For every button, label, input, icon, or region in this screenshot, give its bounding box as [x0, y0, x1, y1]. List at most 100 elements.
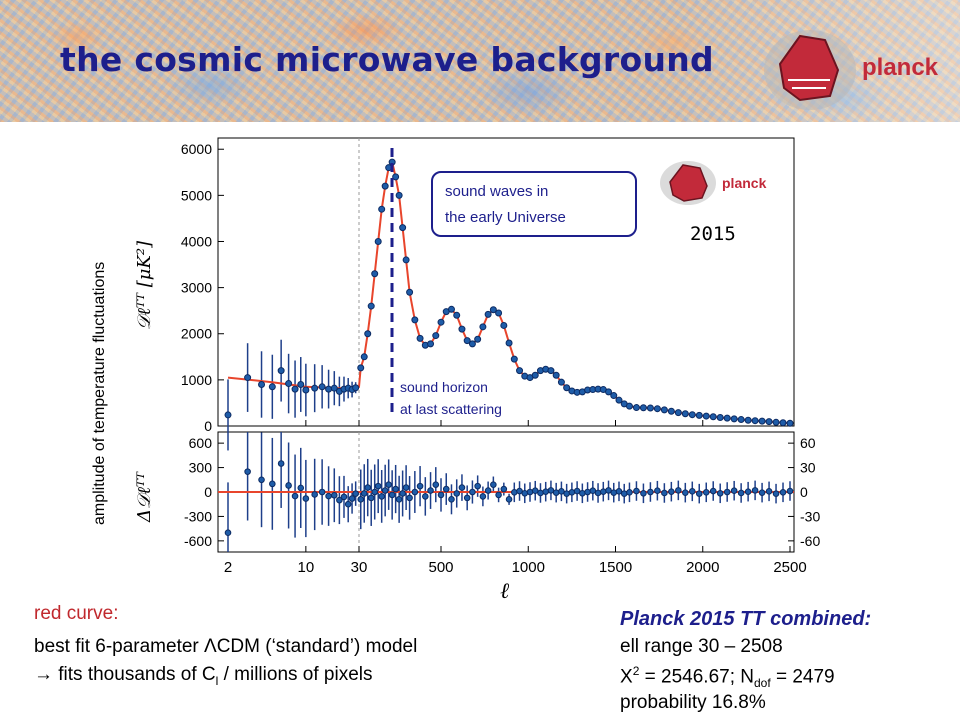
residual-point — [392, 485, 399, 493]
logo-text: planck — [862, 54, 939, 81]
data-point — [709, 413, 717, 421]
data-point — [374, 237, 382, 245]
x-tick-label: 1000 — [512, 559, 545, 576]
residual-points — [224, 460, 794, 537]
data-point — [660, 406, 668, 414]
data-point — [367, 302, 375, 310]
data-point — [531, 371, 539, 379]
residual-point — [779, 489, 787, 496]
inset-planck-logo: planck 2015 — [660, 161, 767, 245]
satellite-icon — [778, 34, 840, 102]
residual-point — [224, 529, 232, 537]
residual-point — [244, 468, 251, 475]
red-curve-heading: red curve: — [34, 603, 119, 624]
residual-point — [505, 496, 513, 503]
residual-point — [364, 484, 372, 491]
residual-point — [371, 488, 379, 496]
residual-point — [469, 488, 476, 496]
bottom-y-axis-label: Δ𝒟ℓᵀᵀ — [134, 471, 155, 523]
sound-waves-label-2: the early Universe — [445, 209, 566, 226]
data-point — [416, 334, 424, 342]
fit-description: → fits thousands of Cl / millions of pix… — [34, 664, 373, 688]
data-point — [268, 383, 276, 391]
residual-point — [661, 489, 668, 497]
residual-point — [311, 491, 318, 498]
data-point — [463, 337, 471, 345]
data-point — [489, 306, 497, 314]
data-point — [674, 409, 682, 417]
y-tick-label-top: 4000 — [181, 233, 212, 249]
data-point — [453, 311, 461, 319]
data-point — [495, 309, 503, 317]
data-point — [381, 182, 389, 190]
residual-point — [579, 490, 586, 497]
residual-point — [605, 487, 612, 494]
residual-point — [640, 490, 647, 497]
residual-point — [374, 482, 382, 490]
residual-point — [765, 488, 773, 495]
data-point — [563, 384, 571, 392]
data-points — [224, 158, 794, 427]
residual-point — [654, 487, 661, 494]
data-point — [474, 335, 482, 343]
x-tick-label: 2500 — [773, 559, 806, 576]
ell-range: ell range 30 – 2508 — [620, 636, 783, 657]
residual-point — [474, 482, 481, 490]
year-label: 2015 — [690, 223, 736, 245]
residual-point — [340, 493, 348, 501]
residual-point — [406, 494, 413, 502]
data-point — [688, 411, 696, 419]
y-tick-label-bottom: 0 — [204, 484, 212, 500]
residual-point — [479, 493, 487, 500]
residual-point — [336, 496, 343, 504]
probability: probability 16.8% — [620, 692, 766, 713]
x-tick-label: 2 — [224, 559, 232, 576]
y-tick-label-top: 3000 — [181, 280, 212, 296]
data-point — [291, 385, 299, 393]
y-tick-label-bottom: -300 — [184, 508, 212, 524]
x-tick-label: 30 — [351, 559, 368, 576]
chi-square-line: X2 = 2546.67; Ndof = 2479 — [620, 664, 835, 690]
residual-point — [716, 490, 724, 497]
planck-logo: planck — [764, 30, 939, 110]
data-point — [695, 411, 703, 419]
x-tick-label: 1500 — [599, 559, 632, 576]
y-tick-label-top: 5000 — [181, 187, 212, 203]
data-point — [632, 404, 640, 412]
chi-suffix: = 2479 — [770, 666, 835, 688]
data-point — [479, 323, 487, 331]
residual-point — [521, 490, 529, 497]
data-point — [302, 386, 310, 394]
data-point — [547, 367, 555, 375]
arrow-icon: → — [34, 664, 53, 685]
residual-point — [526, 488, 534, 496]
data-point — [505, 339, 513, 347]
residual-point — [626, 489, 633, 496]
data-point — [646, 404, 654, 412]
residual-point — [537, 489, 544, 497]
residual-point — [552, 489, 560, 496]
data-point — [605, 388, 613, 396]
residual-point — [709, 487, 717, 495]
data-point — [360, 353, 368, 361]
model-description: best fit 6-parameter ΛCDM (‘standard’) m… — [34, 636, 418, 657]
residual-point — [360, 490, 368, 497]
data-point — [772, 418, 780, 426]
data-point — [716, 413, 724, 421]
data-point — [552, 371, 560, 379]
data-point — [751, 417, 759, 425]
chi-sup: 2 — [632, 664, 640, 678]
residual-point — [702, 489, 710, 496]
residual-point — [737, 489, 745, 497]
residual-point — [758, 489, 766, 496]
data-point — [625, 402, 633, 410]
residual-point — [352, 490, 359, 497]
data-point — [427, 340, 435, 348]
residual-point — [357, 496, 365, 503]
satellite-detail — [788, 79, 830, 89]
residual-point — [490, 481, 497, 488]
data-point — [378, 205, 386, 213]
top-panel-frame — [217, 137, 795, 427]
data-point — [765, 418, 773, 426]
